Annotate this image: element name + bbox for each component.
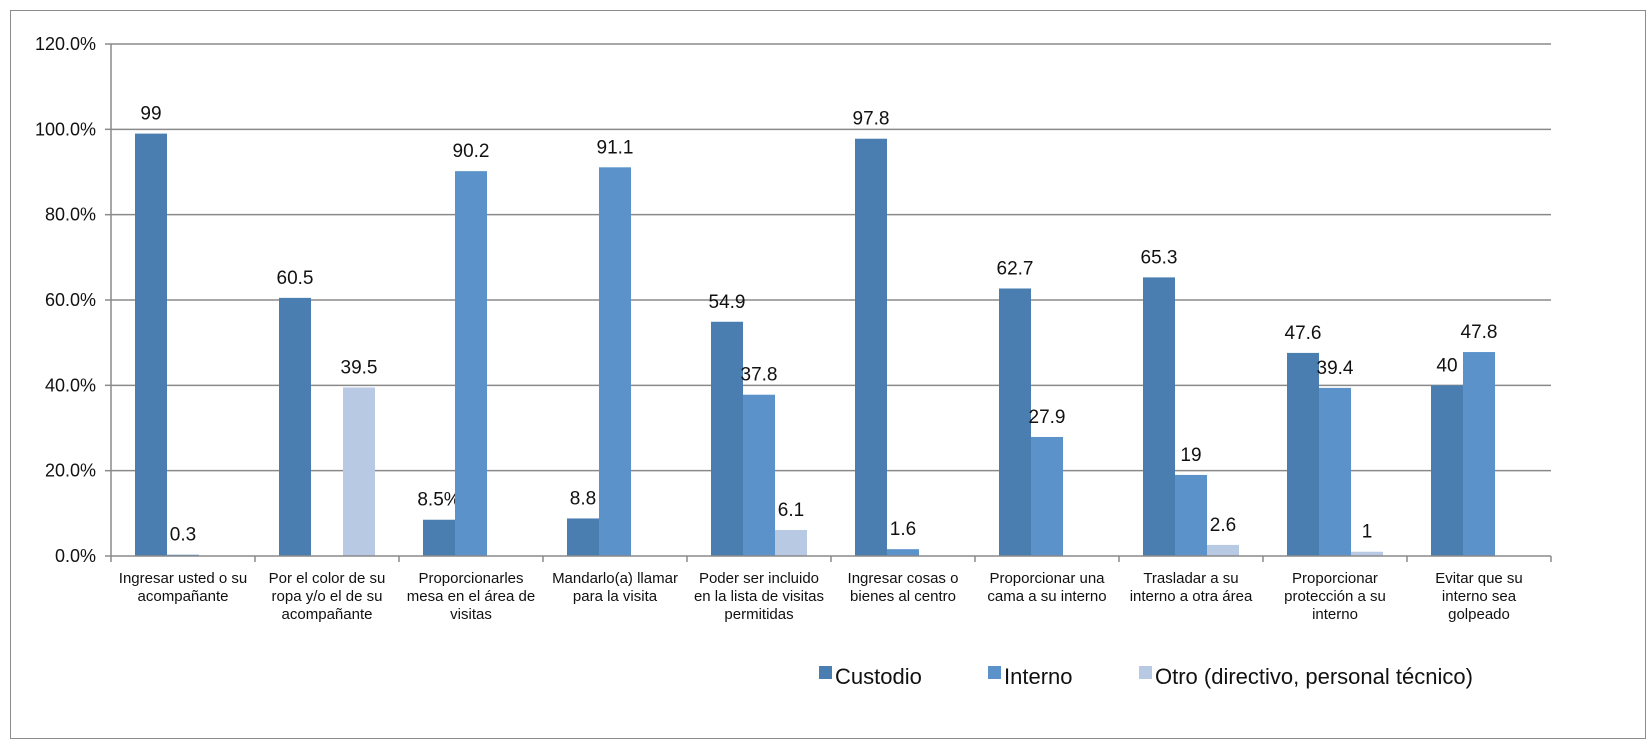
category-label-line: Proporcionar <box>1292 570 1378 587</box>
bar-interno <box>887 549 919 556</box>
data-label: 90.2 <box>453 141 490 162</box>
data-label: 37.8 <box>741 365 778 386</box>
legend-label: Custodio <box>835 664 922 689</box>
category-label-line: Proporcionar una <box>989 570 1105 587</box>
data-label: 27.9 <box>1029 407 1066 428</box>
bar-custodio <box>711 321 743 556</box>
data-label: 8.8 <box>570 488 596 509</box>
data-label: 47.6 <box>1285 323 1322 344</box>
data-label: 1 <box>1362 522 1373 543</box>
category-label-line: bienes al centro <box>850 588 956 605</box>
category-label-line: Ingresar cosas o <box>848 570 959 587</box>
legend-label: Interno <box>1004 664 1073 689</box>
y-tick-label: 0.0% <box>55 546 96 566</box>
bar-custodio <box>1431 385 1463 556</box>
category-label-line: interno a otra área <box>1130 588 1253 605</box>
data-label: 2.6 <box>1210 515 1236 536</box>
category-label: Ingresar cosas o bienes al centro <box>848 570 959 605</box>
category-label-line: visitas <box>450 606 492 623</box>
category-label-line: Por el color de su <box>269 570 386 587</box>
legend-swatch <box>988 666 1001 679</box>
data-label: 0.3 <box>170 525 196 546</box>
bar-interno <box>455 171 487 556</box>
data-label: 54.9 <box>709 292 746 313</box>
bar-otro <box>343 387 375 556</box>
category-label-line: Ingresar usted o su <box>119 570 247 587</box>
category-label-line: Proporcionarles <box>418 570 523 587</box>
category-label-line: interno sea <box>1442 588 1517 605</box>
category-label-line: permitidas <box>724 606 793 623</box>
category-label-line: interno <box>1312 606 1358 623</box>
data-label: 8.5% <box>417 490 460 511</box>
category-label: Ingresar usted o su acompañante <box>119 570 247 605</box>
category-label-line: acompañante <box>282 606 373 623</box>
category-label-line: Mandarlo(a) llamar <box>552 570 678 587</box>
category-label: Mandarlo(a) llamar para la visita <box>552 570 678 605</box>
legend-swatch <box>1139 666 1152 679</box>
legend-label: Otro (directivo, personal técnico) <box>1155 664 1473 689</box>
category-label-line: Trasladar a su <box>1143 570 1238 587</box>
category-label: Evitar que su interno sea golpeado <box>1435 570 1523 623</box>
bar-custodio <box>135 133 167 556</box>
category-label: Proporcionarles mesa en el área de visitas <box>407 570 535 623</box>
bar-interno <box>1319 387 1351 556</box>
bar-interno <box>1031 436 1063 556</box>
legend-swatch <box>819 666 832 679</box>
data-label: 99 <box>140 104 161 125</box>
category-label-line: golpeado <box>1448 606 1510 623</box>
bar-custodio <box>999 288 1031 556</box>
bar-interno <box>599 167 631 556</box>
category-label: Poder ser incluido en la lista de visitas… <box>694 570 824 623</box>
bar-interno <box>1463 352 1495 556</box>
category-label-line: protección a su <box>1284 588 1386 605</box>
y-tick-label: 120.0% <box>35 34 96 54</box>
y-tick-label: 100.0% <box>35 119 96 139</box>
bar-otro <box>1207 544 1239 556</box>
bar-custodio <box>567 518 599 556</box>
data-label: 91.1 <box>597 137 634 158</box>
bar-custodio <box>423 519 455 556</box>
bar-custodio <box>1287 352 1319 556</box>
bar-custodio <box>279 297 311 556</box>
bar-custodio <box>1143 277 1175 556</box>
category-label-line: cama a su interno <box>987 588 1106 605</box>
bar-custodio <box>855 138 887 556</box>
data-label: 62.7 <box>997 258 1034 279</box>
data-label: 39.4 <box>1317 358 1354 379</box>
category-label-line: Evitar que su <box>1435 570 1523 587</box>
category-label: Proporcionar una cama a su interno <box>987 570 1106 605</box>
data-label: 60.5 <box>277 268 314 289</box>
y-tick-label: 80.0% <box>45 205 96 225</box>
y-tick-label: 20.0% <box>45 461 96 481</box>
data-label: 47.8 <box>1461 322 1498 343</box>
category-label-line: en la lista de visitas <box>694 588 824 605</box>
category-label-line: ropa y/o el de su <box>272 588 383 605</box>
y-tick-label: 60.0% <box>45 290 96 310</box>
data-label: 6.1 <box>778 500 804 521</box>
category-label-line: acompañante <box>138 588 229 605</box>
category-label-line: mesa en el área de <box>407 588 535 605</box>
data-label: 39.5 <box>341 357 378 378</box>
y-tick-label: 40.0% <box>45 375 96 395</box>
category-label: Proporcionar protección a su interno <box>1284 570 1386 623</box>
data-label: 97.8 <box>853 109 890 130</box>
bar-interno <box>743 394 775 556</box>
bar-interno <box>1175 474 1207 556</box>
category-label: Por el color de su ropa y/o el de su acomp… <box>269 570 386 623</box>
data-label: 65.3 <box>1141 247 1178 268</box>
data-label: 19 <box>1180 445 1201 466</box>
category-label: Trasladar a su interno a otra área <box>1130 570 1253 605</box>
category-label-line: para la visita <box>573 588 658 605</box>
bar-otro <box>775 529 807 556</box>
category-label-line: Poder ser incluido <box>699 570 819 587</box>
bar-otro <box>1351 551 1383 556</box>
data-label: 40 <box>1436 355 1457 376</box>
data-label: 1.6 <box>890 519 916 540</box>
